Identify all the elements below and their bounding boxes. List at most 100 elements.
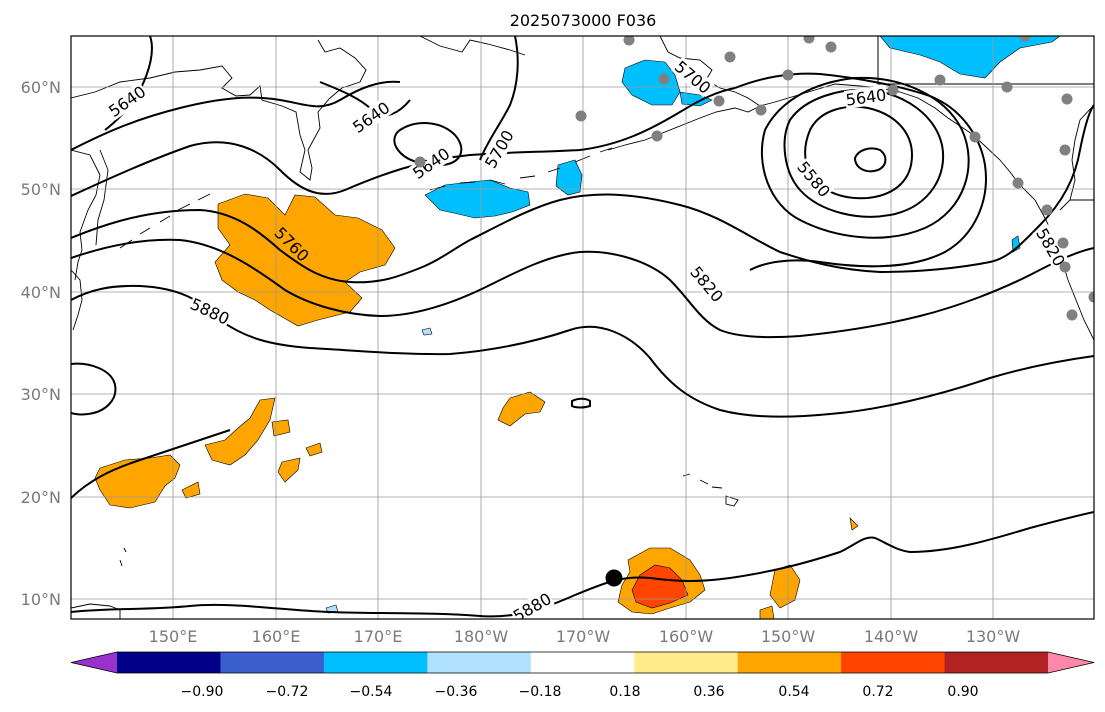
- blue-patch-aleutian-2: [555, 159, 583, 196]
- coast-asia-siberia: [71, 149, 101, 281]
- orange-patch-west-6: [271, 419, 291, 437]
- colorbar-tick-label: −0.72: [266, 684, 309, 700]
- station-dot: [414, 156, 426, 168]
- station-dot: [887, 84, 899, 96]
- lat-label: 10°N: [21, 590, 61, 609]
- colorbar-tick-label: 0.36: [693, 684, 724, 700]
- station-dot: [623, 36, 635, 46]
- station-dot: [651, 130, 663, 142]
- contour-5880-far-west: [71, 429, 231, 499]
- colorbar-tick-labels: −0.90 −0.72 −0.54 −0.36 −0.18 0.18 0.36 …: [181, 684, 979, 700]
- orange-patch-east-1: [769, 564, 801, 609]
- orange-patch-west-5: [181, 481, 201, 499]
- station-dot: [1041, 204, 1053, 216]
- colorbar-tick-label: 0.18: [609, 684, 640, 700]
- lon-label: 130°W: [966, 627, 1021, 646]
- subregion-box: [877, 36, 1094, 85]
- station-markers: [414, 36, 1094, 321]
- colorbar-tick-label: −0.90: [181, 684, 224, 700]
- station-dot: [658, 73, 670, 85]
- coast-hawaii: [682, 473, 739, 507]
- colorbar-tick-label: 0.72: [862, 684, 893, 700]
- station-dot: [1088, 291, 1094, 303]
- map-frame: [70, 35, 1095, 620]
- target-point-marker: [605, 569, 623, 587]
- lon-label: 160°W: [659, 627, 714, 646]
- station-dot: [1001, 81, 1013, 93]
- contour-5580: [760, 76, 970, 239]
- station-dot: [803, 36, 815, 44]
- station-dot: [1019, 36, 1031, 42]
- figure-title: 2025073000 F036: [510, 11, 657, 30]
- positive-anomaly-shading: [94, 193, 859, 619]
- map-area: 5640 5640 5640 5700 5700 5640 5580 5760 …: [71, 36, 1094, 619]
- colorbar-outline: [70, 651, 1095, 674]
- orange-patch-mid-pacific: [497, 391, 546, 427]
- negative-anomaly-shading: [325, 36, 1061, 614]
- blue-patch-pacific-nw: [1011, 235, 1021, 253]
- coast-chukotka: [419, 36, 526, 56]
- colorbar-segment: [220, 652, 325, 673]
- orange-patch-west-4: [305, 442, 323, 457]
- coast-alaska-west: [659, 36, 761, 107]
- contour-5880-loop-west: [71, 362, 117, 416]
- lat-label: 30°N: [21, 385, 61, 404]
- colorbar-segment: [427, 652, 532, 673]
- coast-japan: [71, 269, 83, 331]
- contour-5880-small: [571, 397, 591, 409]
- orange-patch-west-3: [277, 457, 301, 483]
- coast-british-columbia: [1059, 104, 1094, 211]
- colorbar-tick-label: −0.36: [435, 684, 478, 700]
- colorbar-segment: [737, 652, 842, 673]
- lon-label: 150°E: [149, 627, 198, 646]
- colorbar-extend-low: [71, 652, 117, 673]
- contour-5700: [71, 87, 736, 197]
- contour-5640-east: [734, 72, 987, 271]
- orange-patch-east-3: [759, 605, 775, 619]
- coast-asia-kamchatka: [71, 39, 367, 181]
- station-dot: [1012, 177, 1024, 189]
- contour-5880-south: [71, 511, 1094, 618]
- station-dot: [1061, 93, 1073, 105]
- blue-patch-bering: [621, 59, 681, 106]
- station-dot: [1059, 144, 1071, 156]
- colorbar-segment: [634, 652, 739, 673]
- coast-aleutians: [429, 147, 613, 191]
- station-dot: [969, 131, 981, 143]
- contour-low-inner: [853, 147, 887, 173]
- lon-label: 170°W: [556, 627, 611, 646]
- orange-patch-east-2: [849, 517, 859, 531]
- colorbar-segment: [944, 652, 1049, 673]
- blue-patch-alaska-bay: [679, 91, 713, 107]
- lat-label: 60°N: [21, 78, 61, 97]
- lon-label: 150°W: [761, 627, 816, 646]
- colorbar-segment: [530, 652, 635, 673]
- blue-patch-small-1: [421, 327, 433, 336]
- contour-5700-bering: [479, 36, 519, 161]
- colorbar: [70, 651, 1095, 674]
- station-dot: [1059, 261, 1071, 273]
- colorbar-tick-label: −0.18: [519, 684, 562, 700]
- colorbar-extend-high: [1048, 652, 1094, 673]
- lat-label: 50°N: [21, 180, 61, 199]
- lon-label: 140°W: [864, 627, 919, 646]
- station-dot: [713, 95, 725, 107]
- lon-label: 180°W: [454, 627, 509, 646]
- blue-patch-canada-north: [879, 36, 1061, 79]
- lat-label: 20°N: [21, 488, 61, 507]
- station-dot: [1066, 309, 1078, 321]
- station-dot: [934, 74, 946, 86]
- station-dot: [1057, 237, 1069, 249]
- contour-5820: [71, 238, 1094, 339]
- coast-philippines: [71, 603, 121, 619]
- coast-marianas: [119, 547, 127, 567]
- station-dot: [724, 51, 736, 63]
- station-dot: [782, 69, 794, 81]
- contour-5640-west: [71, 80, 401, 151]
- colorbar-segment: [841, 652, 946, 673]
- latitude-axis: 60°N 50°N 40°N 30°N 20°N 10°N: [21, 78, 61, 609]
- colorbar-segment: [323, 652, 428, 673]
- colorbar-segment: [117, 652, 221, 673]
- lon-label: 160°E: [252, 627, 301, 646]
